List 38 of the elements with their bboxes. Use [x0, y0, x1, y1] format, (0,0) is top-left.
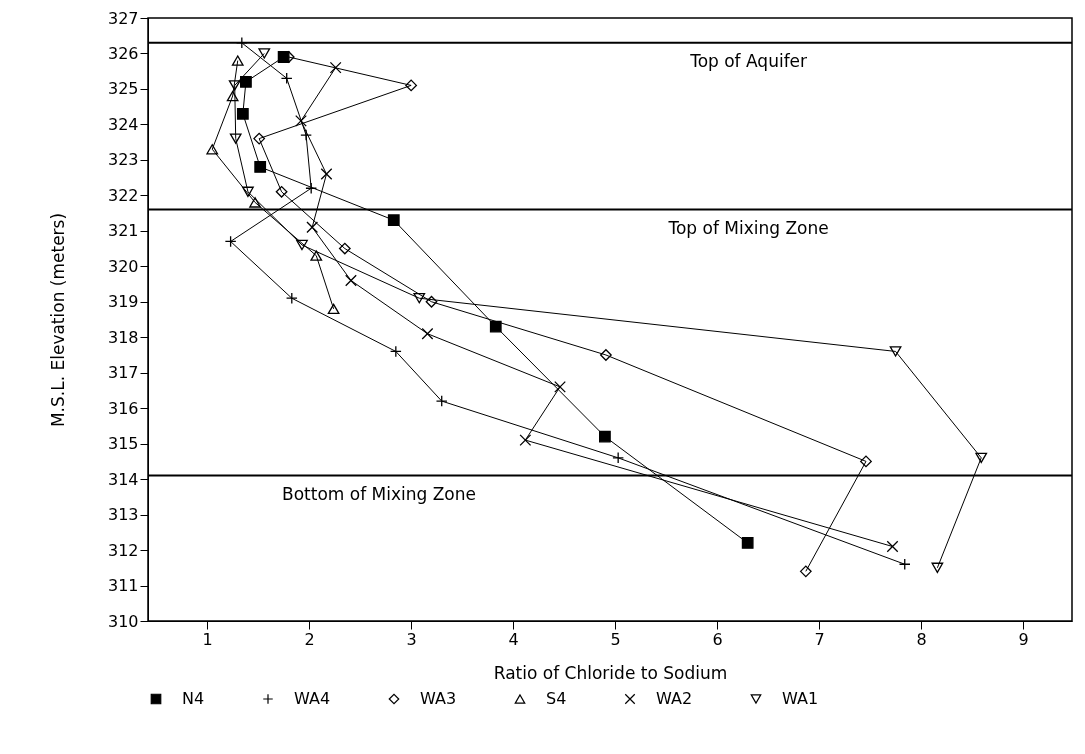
x-tick-label: 3 [406, 629, 417, 649]
x-tick-label: 5 [610, 629, 621, 649]
y-tick-label: 322 [107, 185, 139, 205]
legend-label: S4 [546, 689, 567, 708]
y-tick-label: 321 [107, 221, 139, 241]
legend-label: WA2 [656, 689, 693, 708]
y-tick-label: 311 [107, 576, 139, 596]
ref-line-label: Top of Aquifer [689, 50, 808, 71]
y-tick-label: 318 [107, 327, 139, 347]
x-tick-label: 4 [508, 629, 519, 649]
x-axis-title: Ratio of Chloride to Sodium [493, 662, 728, 683]
y-tick-label: 315 [107, 434, 139, 454]
y-tick-label: 324 [107, 114, 139, 134]
x-tick-label: 9 [1018, 629, 1029, 649]
y-tick-label: 316 [107, 398, 139, 418]
legend-label: WA1 [782, 689, 819, 708]
ref-line-label: Bottom of Mixing Zone [282, 483, 476, 504]
y-tick-label: 327 [107, 8, 139, 28]
y-tick-label: 320 [107, 256, 139, 276]
x-tick-label: 7 [814, 629, 825, 649]
x-tick-label: 1 [202, 629, 213, 649]
y-tick-label: 310 [107, 611, 139, 631]
y-axis-title: M.S.L. Elevation (meters) [47, 212, 68, 428]
legend-label: WA3 [420, 689, 457, 708]
x-tick-label: 2 [304, 629, 315, 649]
legend-label: WA4 [294, 689, 331, 708]
y-tick-label: 313 [107, 505, 139, 525]
y-tick-label: 323 [107, 150, 139, 170]
legend-label: N4 [182, 689, 205, 708]
y-tick-label: 326 [107, 43, 139, 63]
y-tick-label: 325 [107, 79, 139, 99]
y-tick-label: 319 [107, 292, 139, 312]
x-tick-label: 6 [712, 629, 723, 649]
x-tick-label: 8 [916, 629, 927, 649]
y-tick-label: 314 [107, 469, 139, 489]
y-tick-label: 312 [107, 540, 139, 560]
y-tick-label: 317 [107, 363, 139, 383]
ref-line-label: Top of Mixing Zone [667, 217, 829, 238]
